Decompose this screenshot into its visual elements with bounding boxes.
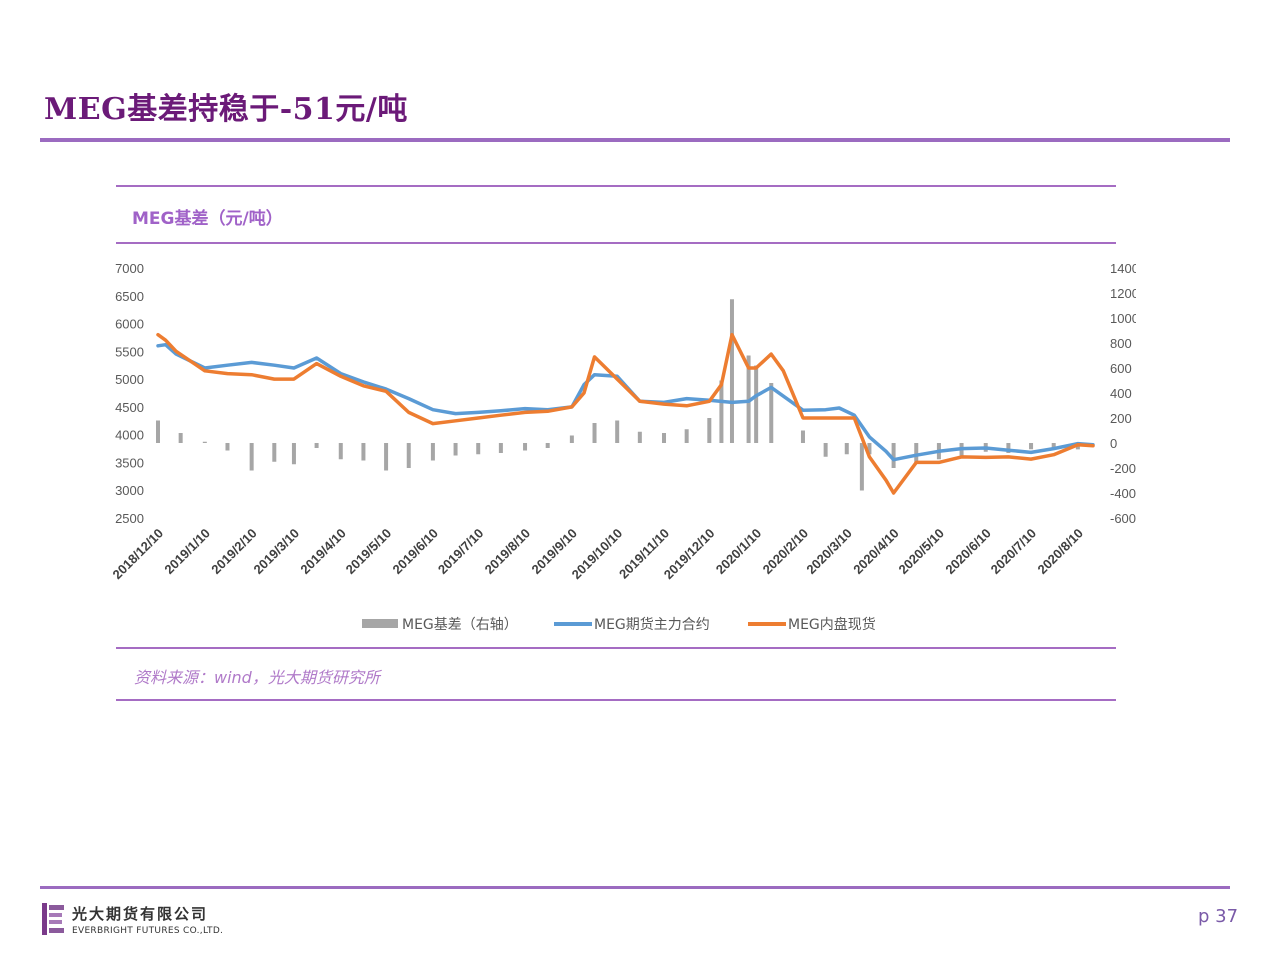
basis-bar (1006, 443, 1011, 453)
basis-bar (859, 443, 864, 491)
y-right-tick-label: 1000 (1110, 311, 1136, 326)
x-tick-label: 2019/6/10 (390, 526, 442, 578)
x-tick-label: 2019/7/10 (435, 526, 487, 578)
x-tick-label: 2020/3/10 (803, 526, 855, 578)
basis-bar (615, 420, 620, 443)
basis-bar (1051, 443, 1056, 448)
basis-bar (430, 443, 435, 461)
legend-label: MEG基差（右轴） (402, 616, 518, 633)
y-right-tick-label: 600 (1110, 361, 1132, 376)
basis-bar (406, 443, 411, 468)
basis-bar (729, 299, 734, 443)
y-left-tick-label: 3500 (115, 455, 144, 470)
chart-title: MEG基差（元/吨） (132, 209, 283, 229)
basis-bar (1029, 443, 1034, 450)
y-right-tick-label: 800 (1110, 336, 1132, 351)
legend-label: MEG内盘现货 (788, 616, 876, 633)
y-right-tick-label: -600 (1110, 511, 1136, 526)
basis-bar (156, 420, 160, 443)
page-title: MEG基差持稳于-51元/吨 (44, 92, 408, 127)
x-tick-label: 2020/8/10 (1034, 526, 1086, 578)
panel-source-rule (116, 647, 1116, 649)
company-logo-icon (42, 903, 64, 935)
basis-bar (476, 443, 481, 455)
x-tick-label: 2020/2/10 (760, 526, 812, 578)
x-tick-label: 2020/1/10 (713, 526, 765, 578)
basis-bar (225, 443, 230, 451)
y-right-tick-label: 1200 (1110, 286, 1136, 301)
basis-bar (202, 441, 207, 443)
basis-bar (754, 365, 759, 443)
footer-divider (40, 886, 1230, 889)
panel-header-rule (116, 242, 1116, 244)
basis-bar (178, 433, 183, 443)
basis-bar (314, 443, 319, 448)
basis-bar (662, 433, 667, 443)
basis-bar (891, 443, 896, 468)
x-tick-label: 2019/8/10 (482, 526, 534, 578)
y-left-tick-label: 6500 (115, 289, 144, 304)
x-tick-label: 2019/4/10 (297, 526, 349, 578)
y-left-tick-label: 7000 (115, 261, 144, 276)
basis-bar (719, 380, 724, 443)
basis-bar (592, 423, 597, 443)
company-name-en: EVERBRIGHT FUTURES CO.,LTD. (72, 926, 224, 936)
basis-bar (569, 435, 574, 443)
basis-bar (545, 443, 550, 448)
basis-bar (684, 429, 689, 443)
x-tick-label: 2020/4/10 (850, 526, 902, 578)
y-right-tick-label: -400 (1110, 486, 1136, 501)
y-left-tick-label: 2500 (115, 511, 144, 526)
legend-label: MEG期货主力合约 (594, 616, 710, 633)
x-tick-label: 2020/7/10 (988, 526, 1040, 578)
basis-bar (769, 383, 774, 443)
y-left-tick-label: 5000 (115, 372, 144, 387)
y-right-tick-label: 1400 (1110, 261, 1136, 276)
y-left-tick-label: 4500 (115, 400, 144, 415)
basis-bar (914, 443, 919, 463)
source-note: 资料来源：wind，光大期货研究所 (134, 668, 380, 687)
basis-bar (453, 443, 458, 456)
basis-bar (361, 443, 366, 461)
x-tick-label: 2018/12/10 (109, 526, 166, 583)
page-number: p 37 (1198, 906, 1239, 927)
panel-bottom-rule (116, 699, 1116, 701)
y-left-tick-label: 4000 (115, 428, 144, 443)
x-tick-label: 2020/5/10 (896, 526, 948, 578)
y-right-tick-label: -200 (1110, 461, 1136, 476)
basis-bar (800, 430, 805, 443)
basis-bar (249, 443, 254, 471)
futures-line (156, 342, 1095, 462)
basis-bar (637, 431, 642, 443)
basis-bar (523, 443, 528, 451)
x-tick-label: 2019/5/10 (343, 526, 395, 578)
y-left-tick-label: 5500 (115, 344, 144, 359)
spot-line (156, 332, 1095, 495)
basis-bar (867, 443, 872, 455)
basis-bar (707, 418, 712, 443)
y-right-tick-label: 0 (1110, 436, 1117, 451)
panel-top-rule (116, 185, 1116, 187)
y-right-tick-label: 400 (1110, 386, 1132, 401)
y-left-tick-label: 3000 (115, 483, 144, 498)
basis-bar (338, 443, 343, 460)
title-divider (40, 138, 1230, 142)
chart-area: 2500300035004000450050005500600065007000… (109, 261, 1136, 633)
legend-swatch-basis (362, 619, 398, 628)
company-name-cn: 光大期货有限公司 (72, 905, 209, 923)
basis-bar (498, 443, 503, 453)
basis-bar (291, 443, 296, 465)
x-tick-label: 2019/3/10 (251, 526, 303, 578)
basis-bar (384, 443, 389, 471)
y-right-tick-label: 200 (1110, 411, 1132, 426)
basis-bar (823, 443, 828, 457)
basis-bar (272, 443, 277, 462)
y-left-tick-label: 6000 (115, 317, 144, 332)
basis-bar (844, 443, 849, 455)
x-tick-label: 2019/1/10 (161, 526, 213, 578)
x-tick-label: 2020/6/10 (942, 526, 994, 578)
